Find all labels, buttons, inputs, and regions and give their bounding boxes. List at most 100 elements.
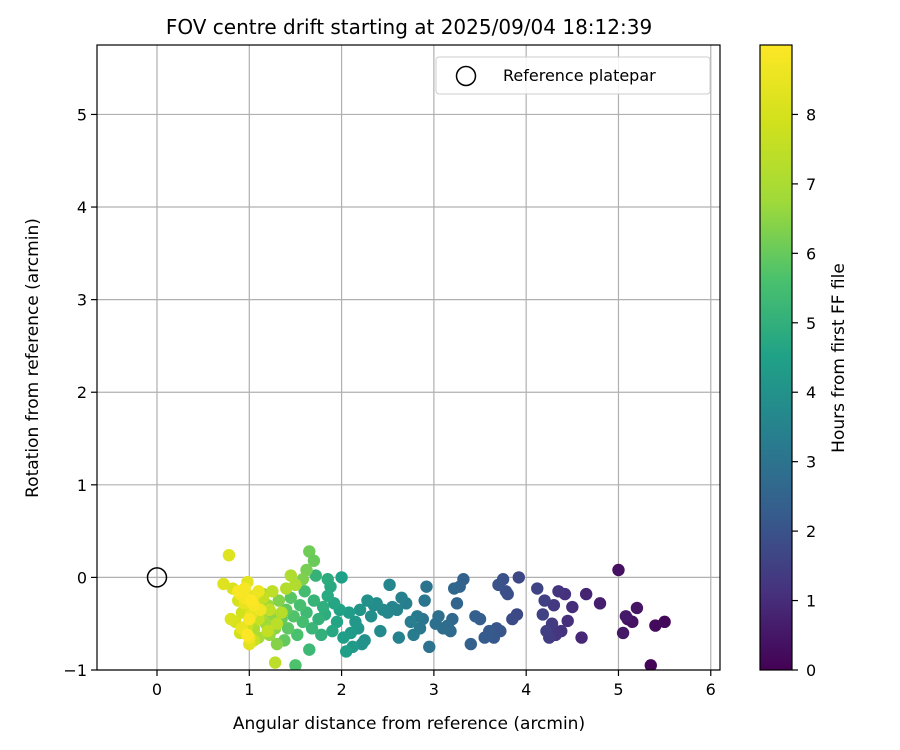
reference-point: [146, 567, 168, 588]
chart-title: FOV centre drift starting at 2025/09/04 …: [166, 15, 652, 39]
data-point: [238, 582, 251, 595]
data-point: [538, 594, 551, 607]
data-point: [321, 589, 334, 603]
data-point: [552, 585, 565, 598]
data-point: [307, 554, 321, 567]
data-point: [244, 594, 258, 607]
grid: [97, 45, 720, 671]
data-point: [268, 656, 282, 669]
data-point: [281, 622, 295, 635]
data-point: [392, 631, 406, 644]
x-axis-ticks: 0 1 2 3 4 5 6: [152, 670, 716, 699]
plot-frame: [96, 44, 721, 671]
data-point: [536, 608, 549, 621]
colorbar-tick-label: 4: [806, 383, 816, 402]
colorbar-tick-label: 1: [806, 592, 816, 611]
data-point: [579, 587, 593, 601]
reference-platepar-marker: [146, 567, 168, 588]
colorbar-tick-label: 7: [806, 175, 816, 194]
data-point: [330, 615, 344, 629]
colorbar-tick-label: 0: [806, 661, 816, 680]
x-tick-label: 5: [613, 680, 623, 699]
data-point: [649, 619, 662, 632]
x-tick-label: 3: [429, 680, 439, 699]
y-tick-label: 1: [77, 476, 87, 495]
data-point: [293, 598, 307, 612]
data-point: [275, 606, 288, 619]
data-point: [423, 640, 436, 654]
data-point: [353, 603, 367, 617]
data-point: [321, 573, 334, 586]
data-point: [316, 600, 330, 614]
x-axis-label: Angular distance from reference (arcmin): [233, 714, 585, 734]
data-point: [241, 628, 254, 642]
legend: Reference platepar: [435, 56, 711, 95]
data-point: [531, 582, 544, 595]
data-point: [289, 659, 302, 670]
x-tick-label: 2: [336, 680, 346, 699]
data-point: [243, 612, 256, 626]
data-point: [540, 624, 553, 638]
colorbar-label: Hours from first FF file: [829, 263, 849, 453]
data-point: [469, 610, 482, 623]
data-point: [315, 628, 328, 642]
y-tick-label: 3: [77, 291, 87, 310]
data-point: [309, 569, 322, 582]
data-point: [280, 582, 293, 595]
colorbar-tick-label: 8: [806, 105, 816, 124]
data-point: [383, 578, 396, 592]
data-point: [407, 628, 420, 642]
data-point: [224, 612, 238, 626]
data-point: [616, 626, 630, 640]
data-point: [561, 614, 574, 628]
data-point: [270, 637, 284, 651]
data-point: [326, 624, 339, 638]
data-point: [312, 612, 325, 626]
x-tick-label: 4: [521, 680, 531, 699]
data-point: [252, 585, 265, 598]
data-point: [447, 582, 461, 595]
data-point: [593, 597, 607, 610]
x-tick-label: 0: [152, 680, 162, 699]
data-point: [263, 603, 276, 617]
data-point: [217, 577, 230, 591]
legend-marker: [455, 65, 477, 87]
data-point: [492, 578, 505, 592]
x-tick-label: 6: [706, 680, 716, 699]
y-axis-label: Rotation from reference (arcmin): [23, 218, 43, 498]
data-point: [298, 585, 311, 598]
y-tick-label: 4: [77, 198, 87, 217]
data-point: [619, 610, 633, 623]
data-point: [361, 594, 374, 607]
y-axis-ticks: −1 0 1 2 3 4 5: [63, 105, 97, 680]
colorbar-tick-label: 3: [806, 453, 816, 472]
data-point: [284, 569, 298, 582]
data-point: [222, 548, 236, 562]
colorbar-tick-label: 6: [806, 244, 816, 263]
data-point: [303, 545, 316, 558]
data-point: [266, 585, 279, 598]
data-point: [349, 615, 362, 629]
data-point: [340, 645, 353, 658]
legend-box: [435, 56, 711, 95]
data-point: [644, 659, 657, 670]
data-point: [364, 610, 378, 623]
colorbar-gradient: [759, 44, 793, 671]
y-tick-label: 2: [77, 383, 87, 402]
data-point: [630, 601, 644, 615]
colorbar-ticks: 0 1 2 3 4 5 6 7 8: [792, 105, 816, 680]
data-point: [284, 591, 298, 604]
colorbar-tick-label: 2: [806, 522, 816, 541]
data-point: [575, 631, 588, 644]
x-tick-label: 1: [244, 680, 254, 699]
data-point: [420, 580, 433, 593]
data-point: [478, 631, 491, 644]
data-point: [464, 637, 477, 651]
y-tick-label: −1: [63, 661, 87, 680]
data-point: [506, 612, 519, 626]
data-point: [305, 622, 319, 635]
data-point: [512, 571, 525, 584]
legend-entry: Reference platepar: [503, 66, 656, 85]
data-point: [291, 628, 304, 642]
